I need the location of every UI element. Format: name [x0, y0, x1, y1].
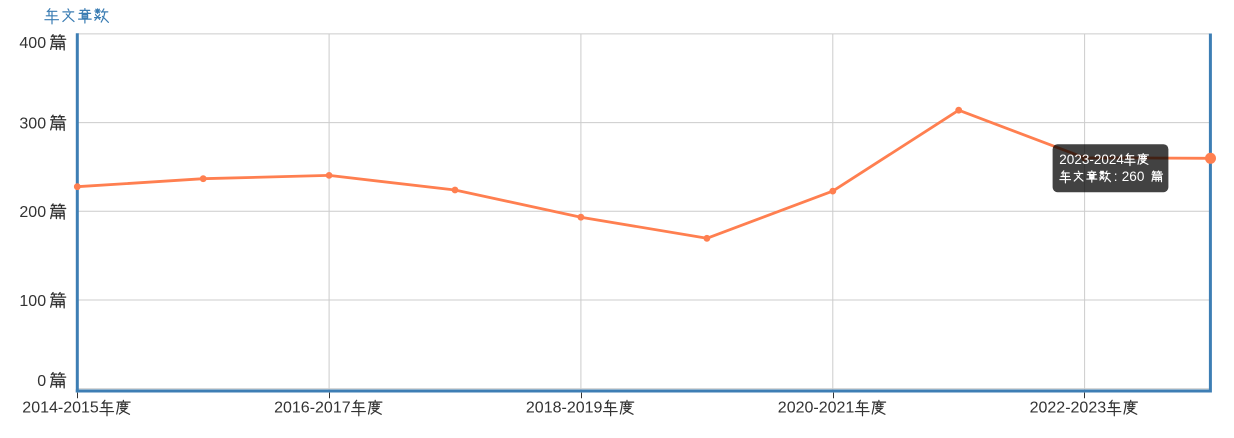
- svg-text:2020-2021: 2020-2021: [778, 400, 855, 417]
- svg-text::: :: [1114, 169, 1118, 184]
- svg-text:300: 300: [19, 115, 46, 132]
- svg-text:2023-2024: 2023-2024: [1059, 152, 1124, 167]
- svg-text:260: 260: [1122, 169, 1145, 184]
- svg-text:400: 400: [19, 35, 46, 52]
- svg-text:2016-2017: 2016-2017: [274, 400, 351, 417]
- svg-text:2022-2023: 2022-2023: [1030, 400, 1107, 417]
- svg-text:100: 100: [19, 293, 46, 310]
- svg-text:200: 200: [19, 204, 46, 221]
- svg-text:0: 0: [37, 373, 46, 390]
- svg-text:2014-2015: 2014-2015: [22, 400, 99, 417]
- svg-text:2018-2019: 2018-2019: [526, 400, 603, 417]
